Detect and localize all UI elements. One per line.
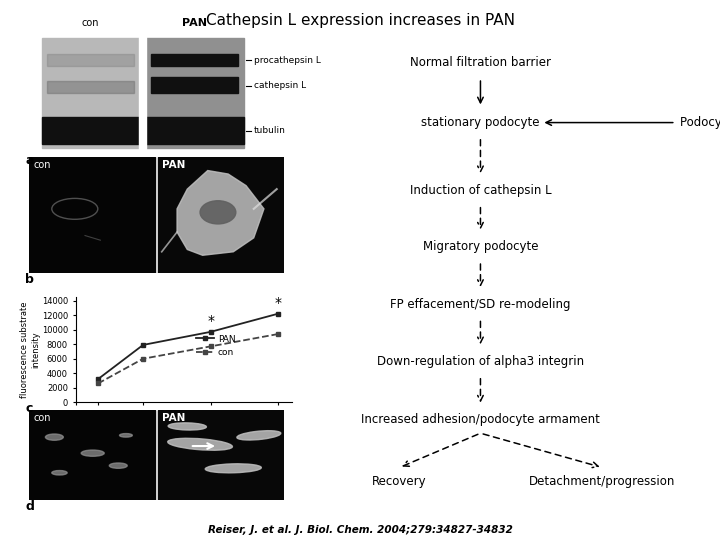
con bbox=[94, 380, 102, 387]
PAN bbox=[207, 329, 215, 335]
Text: Induction of cathepsin L: Induction of cathepsin L bbox=[410, 184, 552, 197]
Text: PAN: PAN bbox=[182, 17, 207, 28]
Text: con: con bbox=[81, 17, 99, 28]
Text: c: c bbox=[25, 402, 32, 415]
Bar bbox=[158, 157, 284, 273]
Bar bbox=[151, 77, 238, 93]
Legend: PAN, con: PAN, con bbox=[192, 331, 239, 361]
Text: d: d bbox=[25, 500, 34, 512]
PAN bbox=[274, 310, 282, 317]
Text: con: con bbox=[34, 413, 51, 423]
Text: Normal filtration barrier: Normal filtration barrier bbox=[410, 56, 551, 69]
Text: *: * bbox=[274, 296, 282, 310]
Line: PAN: PAN bbox=[96, 312, 280, 381]
Polygon shape bbox=[177, 171, 264, 255]
PAN bbox=[139, 342, 148, 348]
Text: a: a bbox=[25, 154, 34, 167]
Line: con: con bbox=[96, 332, 280, 386]
Bar bbox=[42, 38, 139, 148]
Ellipse shape bbox=[168, 423, 207, 430]
con bbox=[139, 355, 148, 362]
Ellipse shape bbox=[81, 450, 104, 456]
Text: FP effacement/SD re-modeling: FP effacement/SD re-modeling bbox=[390, 298, 571, 310]
Y-axis label: fluorescence substrate
intensity: fluorescence substrate intensity bbox=[20, 301, 40, 398]
Text: *: * bbox=[207, 314, 214, 327]
Ellipse shape bbox=[237, 431, 281, 440]
Bar bbox=[29, 410, 156, 500]
Ellipse shape bbox=[205, 464, 261, 473]
Text: Increased adhesion/podocyte armament: Increased adhesion/podocyte armament bbox=[361, 413, 600, 427]
PAN bbox=[94, 376, 102, 382]
Text: cathepsin L: cathepsin L bbox=[253, 82, 306, 90]
Text: stationary podocyte: stationary podocyte bbox=[421, 116, 540, 129]
Bar bbox=[47, 55, 134, 66]
Text: Cathepsin L expression increases in PAN: Cathepsin L expression increases in PAN bbox=[205, 14, 515, 29]
Bar bbox=[146, 117, 243, 144]
Ellipse shape bbox=[45, 434, 63, 440]
Text: PAN: PAN bbox=[162, 413, 185, 423]
Text: con: con bbox=[34, 160, 51, 170]
Bar bbox=[151, 55, 238, 66]
Ellipse shape bbox=[168, 438, 233, 450]
Ellipse shape bbox=[52, 470, 67, 475]
Bar bbox=[139, 32, 146, 154]
Text: procathepsin L: procathepsin L bbox=[253, 56, 320, 65]
Bar bbox=[146, 38, 243, 148]
Text: min: min bbox=[53, 418, 71, 427]
Text: Migratory podocyte: Migratory podocyte bbox=[423, 240, 539, 253]
Text: Reiser, J. et al. J. Biol. Chem. 2004;279:34827-34832: Reiser, J. et al. J. Biol. Chem. 2004;27… bbox=[207, 524, 513, 535]
Ellipse shape bbox=[120, 434, 132, 437]
Text: Recovery: Recovery bbox=[372, 475, 426, 489]
Bar bbox=[158, 410, 284, 500]
Text: Detachment/progression: Detachment/progression bbox=[529, 475, 675, 489]
Bar bbox=[29, 157, 156, 273]
Text: b: b bbox=[25, 273, 34, 286]
Text: Podocyte insult: Podocyte insult bbox=[680, 116, 720, 129]
Text: tubulin: tubulin bbox=[253, 126, 286, 136]
Ellipse shape bbox=[109, 463, 127, 468]
Bar bbox=[42, 117, 139, 144]
Bar bbox=[47, 81, 134, 93]
Ellipse shape bbox=[200, 201, 236, 224]
Text: PAN: PAN bbox=[162, 160, 185, 170]
con bbox=[274, 331, 282, 338]
Text: Down-regulation of alpha3 integrin: Down-regulation of alpha3 integrin bbox=[377, 355, 584, 368]
con bbox=[207, 343, 215, 349]
